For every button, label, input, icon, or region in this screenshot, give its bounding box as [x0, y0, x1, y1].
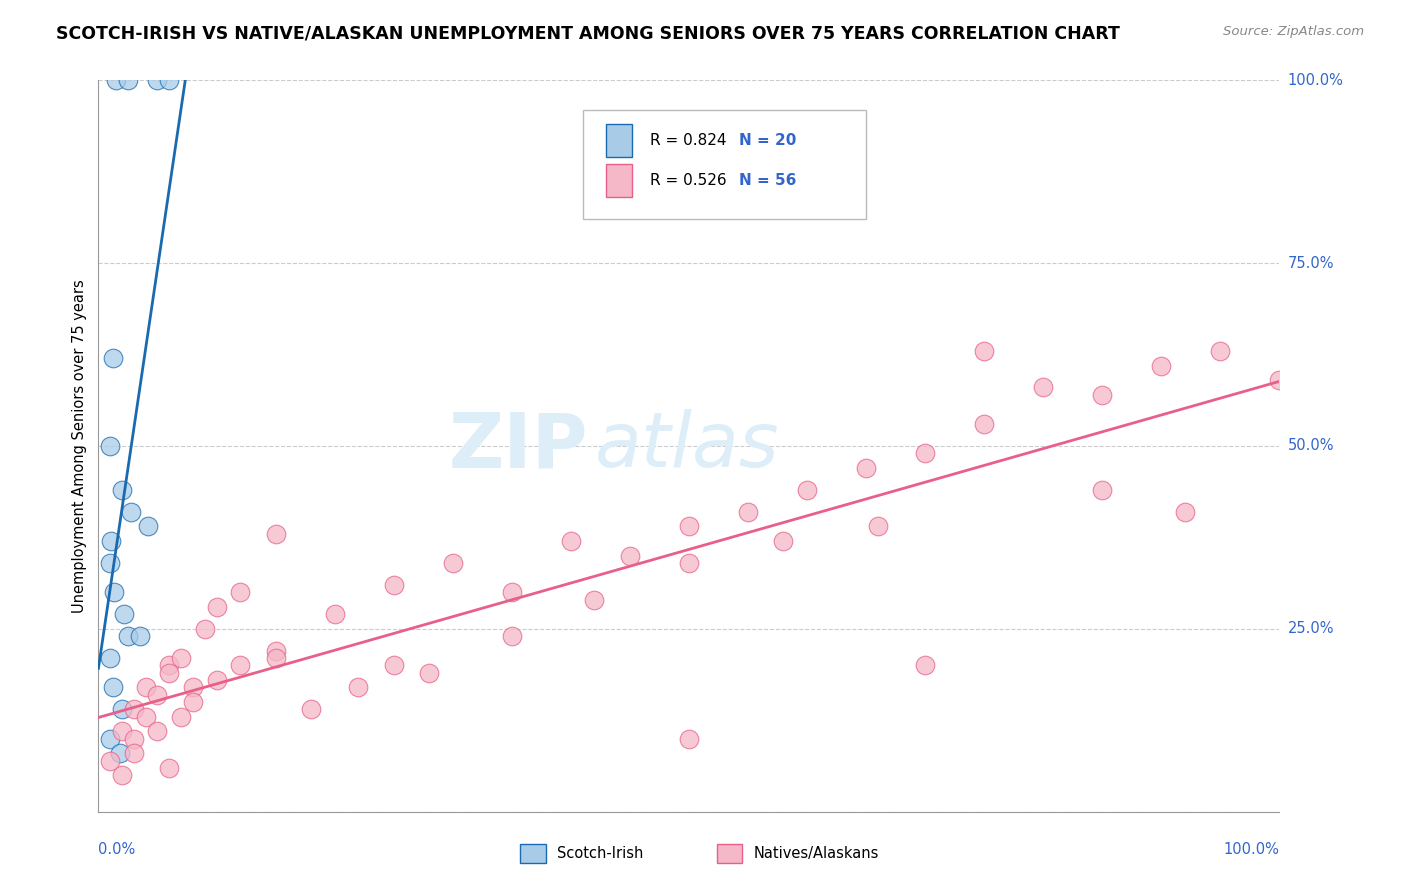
Point: [122, 731, 145, 746]
Point: [323, 607, 346, 622]
Point: [98, 651, 121, 665]
Point: [501, 629, 523, 643]
Point: [103, 585, 125, 599]
Text: SCOTCH-IRISH VS NATIVE/ALASKAN UNEMPLOYMENT AMONG SENIORS OVER 75 YEARS CORRELAT: SCOTCH-IRISH VS NATIVE/ALASKAN UNEMPLOYM…: [56, 25, 1121, 43]
Point: [299, 702, 322, 716]
Text: 25.0%: 25.0%: [1288, 622, 1334, 636]
Text: R = 0.824: R = 0.824: [650, 133, 727, 148]
Point: [866, 519, 889, 533]
Text: N = 20: N = 20: [738, 133, 796, 148]
Point: [1209, 343, 1232, 358]
Point: [418, 665, 440, 680]
FancyBboxPatch shape: [606, 164, 633, 197]
Point: [1091, 483, 1114, 497]
Text: 100.0%: 100.0%: [1288, 73, 1344, 87]
Point: [111, 724, 134, 739]
Point: [914, 446, 936, 460]
Point: [1091, 388, 1114, 402]
Point: [122, 746, 145, 760]
Text: ZIP: ZIP: [449, 409, 589, 483]
Point: [1032, 380, 1054, 394]
Point: [146, 724, 169, 739]
Text: Scotch-Irish: Scotch-Irish: [557, 847, 643, 861]
Point: [157, 761, 180, 775]
Point: [117, 73, 139, 87]
Point: [973, 417, 995, 431]
Point: [194, 622, 217, 636]
Text: 50.0%: 50.0%: [1288, 439, 1334, 453]
Point: [229, 585, 252, 599]
Y-axis label: Unemployment Among Seniors over 75 years: Unemployment Among Seniors over 75 years: [72, 279, 87, 613]
Point: [122, 702, 145, 716]
FancyBboxPatch shape: [606, 124, 633, 157]
Text: atlas: atlas: [595, 409, 779, 483]
Point: [914, 658, 936, 673]
Point: [796, 483, 818, 497]
Point: [382, 578, 405, 592]
Point: [157, 658, 180, 673]
Point: [98, 556, 121, 570]
Point: [136, 519, 159, 533]
Point: [855, 461, 877, 475]
Point: [205, 673, 228, 687]
Point: [583, 592, 606, 607]
Point: [170, 709, 193, 723]
Text: 75.0%: 75.0%: [1288, 256, 1334, 270]
Point: [264, 526, 287, 541]
Point: [205, 599, 228, 614]
Point: [501, 585, 523, 599]
Point: [146, 73, 169, 87]
Point: [229, 658, 252, 673]
Point: [678, 519, 700, 533]
Point: [105, 73, 128, 87]
Point: [98, 731, 121, 746]
Point: [108, 746, 131, 760]
Point: [117, 629, 139, 643]
Point: [737, 505, 759, 519]
Point: [98, 754, 121, 768]
Point: [146, 688, 169, 702]
Point: [264, 651, 287, 665]
Point: [1174, 505, 1197, 519]
Point: [101, 351, 124, 366]
Point: [441, 556, 464, 570]
Point: [181, 695, 204, 709]
Point: [111, 702, 134, 716]
Point: [100, 534, 122, 549]
Point: [772, 534, 794, 549]
Point: [678, 556, 700, 570]
Point: [382, 658, 405, 673]
Point: [157, 665, 180, 680]
Point: [128, 629, 150, 643]
Point: [619, 549, 641, 563]
Point: [135, 681, 157, 695]
Text: 100.0%: 100.0%: [1223, 842, 1279, 857]
Point: [181, 681, 204, 695]
Text: Source: ZipAtlas.com: Source: ZipAtlas.com: [1223, 25, 1364, 38]
Point: [973, 343, 995, 358]
Point: [1150, 359, 1173, 373]
Point: [101, 681, 124, 695]
Point: [121, 505, 143, 519]
Point: [111, 768, 134, 782]
Point: [170, 651, 193, 665]
Point: [1268, 373, 1291, 387]
Point: [111, 483, 134, 497]
Text: N = 56: N = 56: [738, 173, 796, 188]
Text: 0.0%: 0.0%: [98, 842, 135, 857]
Point: [135, 709, 157, 723]
Point: [560, 534, 582, 549]
Text: Natives/Alaskans: Natives/Alaskans: [754, 847, 879, 861]
Point: [347, 681, 370, 695]
Point: [98, 439, 121, 453]
Point: [264, 644, 287, 658]
Point: [112, 607, 135, 622]
Point: [157, 73, 180, 87]
FancyBboxPatch shape: [582, 110, 866, 219]
Point: [678, 731, 700, 746]
Text: R = 0.526: R = 0.526: [650, 173, 727, 188]
